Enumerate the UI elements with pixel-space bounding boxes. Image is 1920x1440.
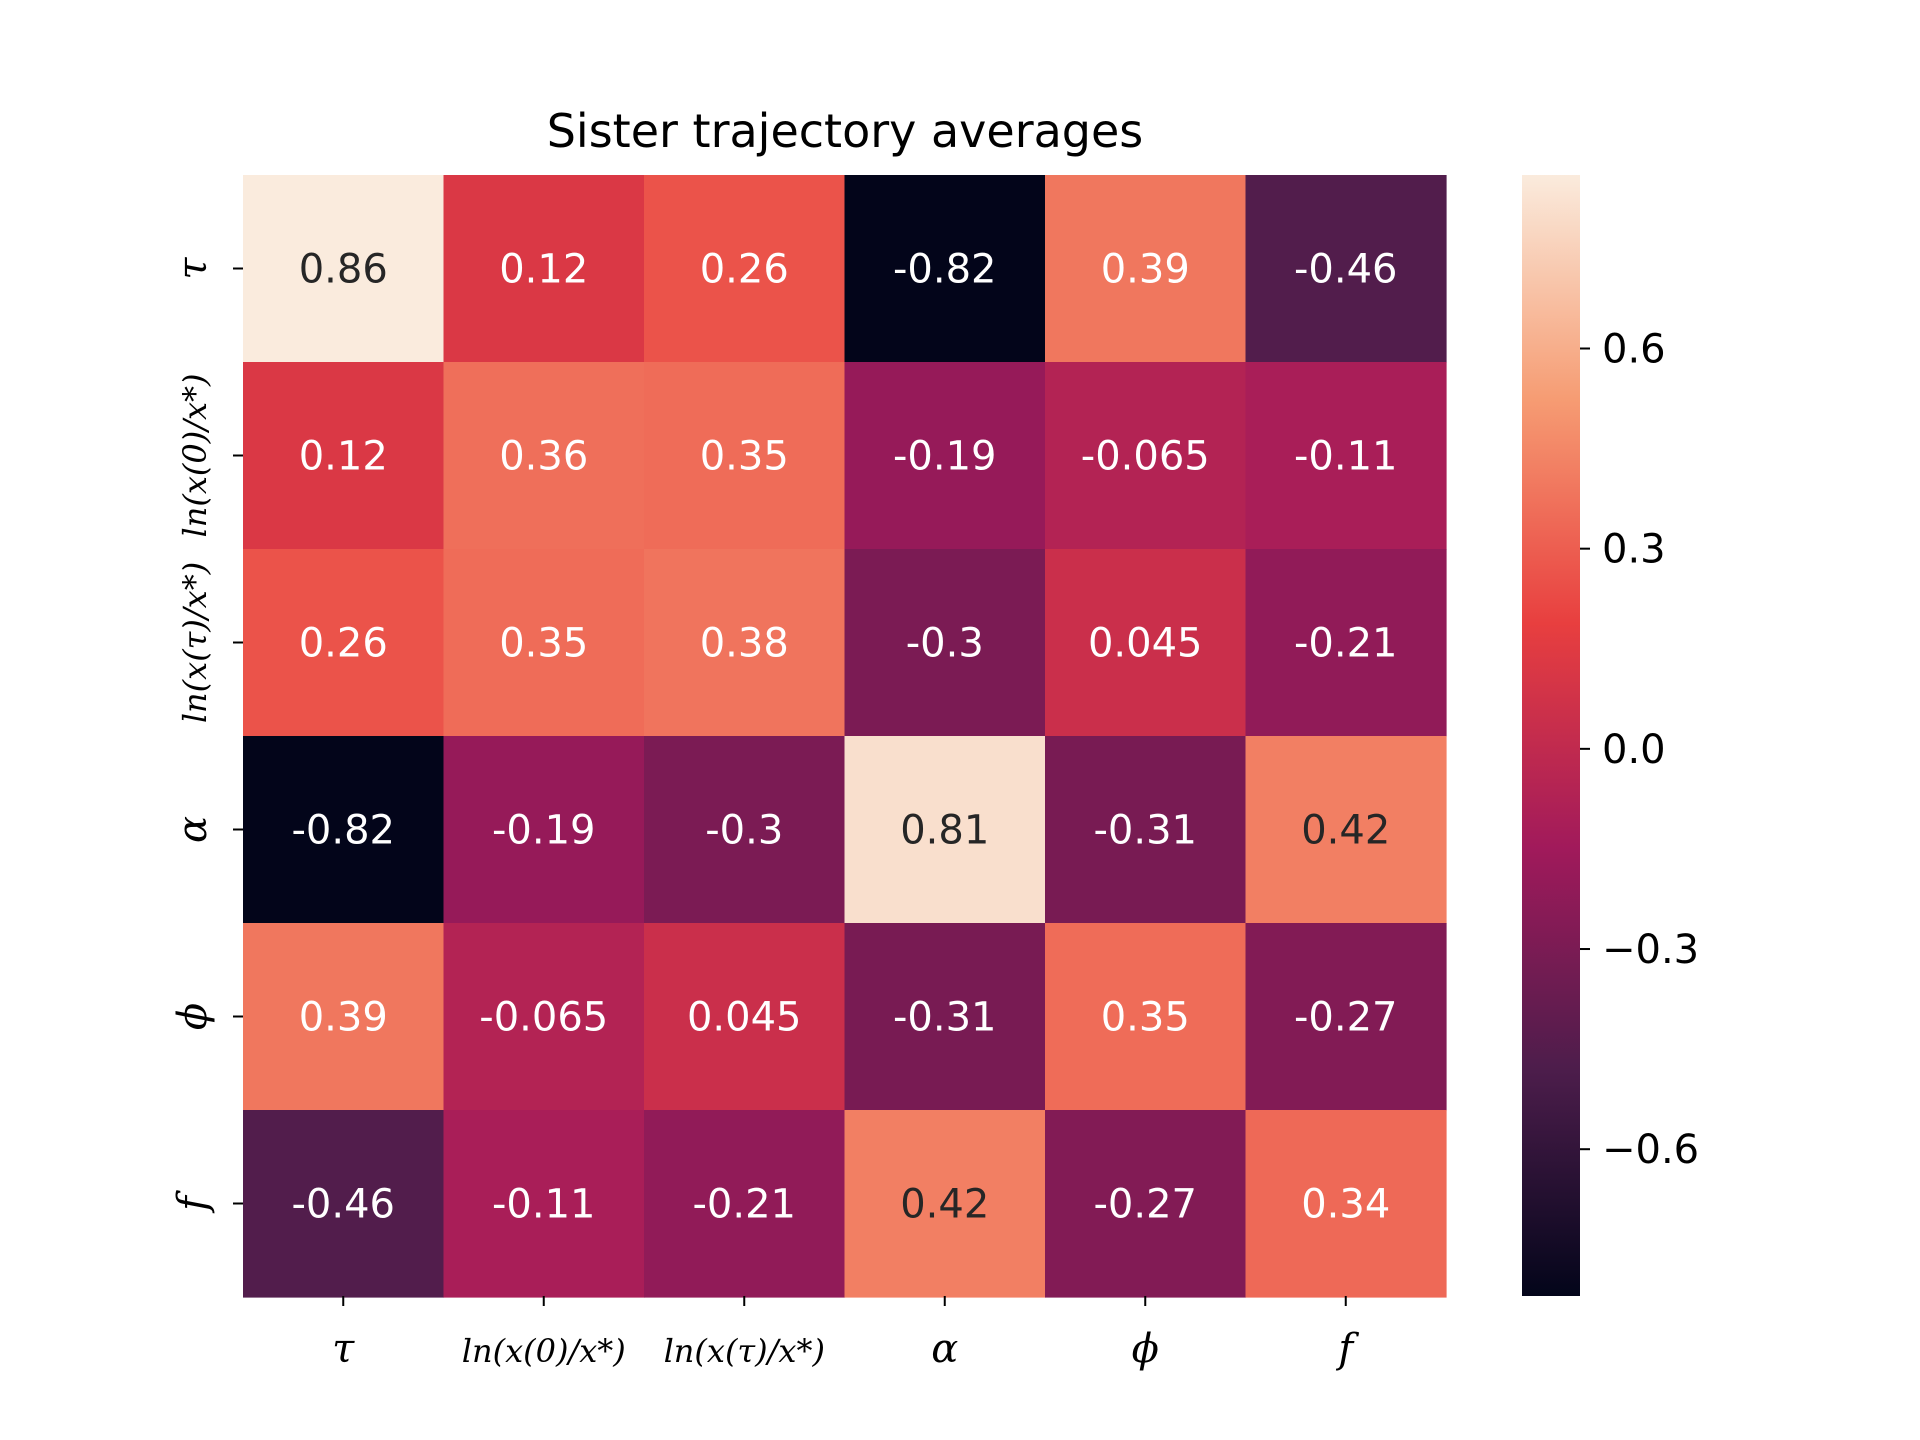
- heatmap-cell: [243, 362, 445, 550]
- y-tick-label: τ: [170, 257, 216, 280]
- heatmap-cell: [443, 175, 645, 363]
- x-axis-ticks: τ ln(x(0)/x*) ln(x(τ)/x*) α ϕ f: [332, 1296, 1359, 1372]
- cell-value-label: 0.26: [299, 621, 388, 667]
- heatmap-cell: [1045, 1110, 1247, 1298]
- heatmap-cell: [1245, 549, 1447, 737]
- cell-value-label: -0.82: [292, 808, 396, 854]
- x-tick-label: τ: [332, 1326, 355, 1372]
- heatmap-cell: [644, 923, 846, 1111]
- heatmap-cell: [1045, 175, 1247, 363]
- cell-value-label: -0.3: [906, 621, 984, 667]
- heatmap-cell: [443, 1110, 645, 1298]
- x-tick-label: ϕ: [1132, 1326, 1159, 1372]
- cell-value-label: -0.31: [893, 995, 997, 1041]
- colorbar-tick-label: 0.0: [1602, 727, 1666, 773]
- cell-value-label: 0.39: [299, 995, 388, 1041]
- heatmap-cell: [443, 362, 645, 550]
- cell-value-label: 0.34: [1301, 1182, 1390, 1228]
- heatmap-cell: [844, 549, 1046, 737]
- heatmap-cell: [1045, 362, 1247, 550]
- heatmap-cell: [1045, 549, 1247, 737]
- y-tick-label: ln(x(τ)/x*): [176, 562, 214, 723]
- heatmap-cell: [243, 923, 445, 1111]
- x-tick-label: f: [1335, 1326, 1359, 1372]
- heatmap-cell: [844, 736, 1046, 924]
- cell-value-label: -0.065: [1081, 434, 1210, 480]
- heatmap-cell: [644, 549, 846, 737]
- cell-value-label: -0.21: [693, 1182, 797, 1228]
- cell-value-label: 0.38: [700, 621, 789, 667]
- cell-value-label: 0.35: [499, 621, 588, 667]
- cell-value-label: 0.045: [1088, 621, 1203, 667]
- heatmap-cell: [243, 549, 445, 737]
- y-axis-ticks: τ ln(x(0)/x*) ln(x(τ)/x*) α ϕ f: [170, 257, 243, 1214]
- heatmap-cell: [844, 1110, 1046, 1298]
- colorbar-ticks: 0.6 0.3 0.0 −0.3 −0.6: [1580, 326, 1699, 1173]
- cell-value-label: 0.39: [1101, 247, 1190, 293]
- cell-value-label: -0.11: [492, 1182, 596, 1228]
- y-tick-label: α: [170, 816, 216, 843]
- y-tick-label: ϕ: [170, 1003, 216, 1030]
- cell-value-label: -0.27: [1294, 995, 1398, 1041]
- cell-value-label: 0.12: [299, 434, 388, 480]
- cell-value-label: 0.12: [499, 247, 588, 293]
- cell-value-label: 0.36: [499, 434, 588, 480]
- heatmap-cell: [1245, 175, 1447, 363]
- cell-value-label: -0.21: [1294, 621, 1398, 667]
- heatmap-cell: [1045, 736, 1247, 924]
- heatmap-cell: [644, 736, 846, 924]
- colorbar-tick-label: 0.6: [1602, 326, 1666, 372]
- cell-value-label: -0.19: [893, 434, 997, 480]
- cell-value-label: -0.31: [1094, 808, 1198, 854]
- x-tick-label: ln(x(0)/x*): [462, 1332, 626, 1370]
- heatmap-cell: [844, 175, 1046, 363]
- cell-value-label: -0.11: [1294, 434, 1398, 480]
- cell-value-label: -0.46: [1294, 247, 1398, 293]
- cell-value-label: 0.42: [900, 1182, 989, 1228]
- heatmap-cell: [443, 736, 645, 924]
- heatmap-cell: [243, 736, 445, 924]
- cell-value-label: -0.27: [1094, 1182, 1198, 1228]
- heatmap-cell: [1045, 923, 1247, 1111]
- cell-value-label: 0.35: [1101, 995, 1190, 1041]
- heatmap-cell: [844, 362, 1046, 550]
- heatmap-cell: [1245, 1110, 1447, 1298]
- heatmap-cell: [443, 549, 645, 737]
- heatmap-cells: 0.86 0.12 0.26 -0.82 0.39 -0.46 0.12 0.36 0.35 -0…: [243, 175, 1447, 1298]
- heatmap-cell: [1245, 736, 1447, 924]
- cell-value-label: 0.26: [700, 247, 789, 293]
- cell-value-label: -0.82: [893, 247, 997, 293]
- cell-value-label: 0.045: [687, 995, 802, 1041]
- heatmap-cell: [243, 1110, 445, 1298]
- x-tick-label: α: [931, 1326, 958, 1372]
- heatmap-cell: [443, 923, 645, 1111]
- colorbar-tick-label: −0.6: [1602, 1127, 1699, 1173]
- cell-value-label: -0.46: [292, 1182, 396, 1228]
- heatmap-cell: [644, 362, 846, 550]
- heatmap-cell: [243, 175, 445, 363]
- heatmap-cell: [644, 175, 846, 363]
- chart-title: Sister trajectory averages: [547, 104, 1144, 158]
- y-tick-label: ln(x(0)/x*): [176, 373, 214, 537]
- cell-value-label: -0.065: [479, 995, 608, 1041]
- heatmap-cell: [1245, 923, 1447, 1111]
- cell-value-label: 0.35: [700, 434, 789, 480]
- colorbar-tick-label: −0.3: [1602, 927, 1699, 973]
- colorbar-tick-label: 0.3: [1602, 527, 1666, 573]
- cell-value-label: -0.3: [705, 808, 783, 854]
- heatmap-cell: [1245, 362, 1447, 550]
- x-tick-label: ln(x(τ)/x*): [664, 1332, 825, 1370]
- heatmap-cell: [644, 1110, 846, 1298]
- cell-value-label: 0.81: [900, 808, 989, 854]
- cell-value-label: -0.19: [492, 808, 596, 854]
- y-tick-label: f: [170, 1190, 216, 1214]
- cell-value-label: 0.86: [299, 247, 388, 293]
- cell-value-label: 0.42: [1301, 808, 1390, 854]
- colorbar: [1522, 175, 1580, 1296]
- heatmap-cell: [844, 923, 1046, 1111]
